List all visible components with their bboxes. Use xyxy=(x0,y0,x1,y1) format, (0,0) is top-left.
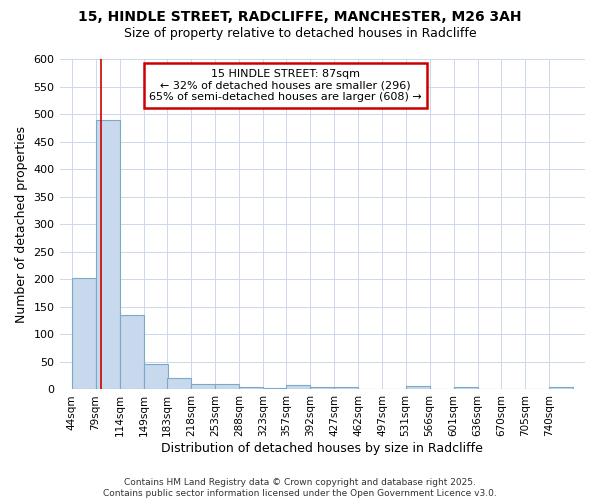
Bar xyxy=(382,389,406,390)
Bar xyxy=(334,388,358,390)
Bar xyxy=(143,364,167,390)
Bar xyxy=(239,386,263,390)
Bar xyxy=(454,388,478,390)
Bar xyxy=(501,389,525,390)
Text: Size of property relative to detached houses in Radcliffe: Size of property relative to detached ho… xyxy=(124,28,476,40)
Text: Contains HM Land Registry data © Crown copyright and database right 2025.
Contai: Contains HM Land Registry data © Crown c… xyxy=(103,478,497,498)
Bar xyxy=(286,384,310,390)
Text: 15 HINDLE STREET: 87sqm
← 32% of detached houses are smaller (296)
65% of semi-d: 15 HINDLE STREET: 87sqm ← 32% of detache… xyxy=(149,69,422,102)
Bar xyxy=(167,378,191,390)
Text: 15, HINDLE STREET, RADCLIFFE, MANCHESTER, M26 3AH: 15, HINDLE STREET, RADCLIFFE, MANCHESTER… xyxy=(78,10,522,24)
Bar xyxy=(263,388,287,390)
Bar xyxy=(525,389,549,390)
Bar xyxy=(71,278,95,390)
Bar xyxy=(406,386,430,390)
Bar xyxy=(549,388,573,390)
Bar xyxy=(191,384,215,390)
Bar xyxy=(478,389,502,390)
Bar xyxy=(215,384,239,390)
Bar xyxy=(310,388,334,390)
Y-axis label: Number of detached properties: Number of detached properties xyxy=(15,126,28,322)
Bar xyxy=(95,120,119,390)
Bar xyxy=(358,389,382,390)
Bar xyxy=(119,315,143,390)
Bar xyxy=(430,389,454,390)
X-axis label: Distribution of detached houses by size in Radcliffe: Distribution of detached houses by size … xyxy=(161,442,483,455)
